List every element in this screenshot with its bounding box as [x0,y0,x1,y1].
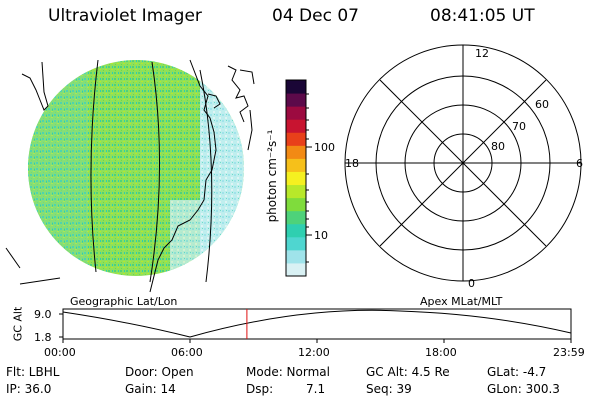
filter-status: Flt: LBHL [6,365,60,379]
gain-status: Gain: 14 [125,382,176,396]
colorbar-tick-100: 100 [314,141,335,154]
dsp-label: Dsp: [246,382,274,396]
colorbar-band [286,184,306,199]
colorbar-band [286,93,306,107]
colorbar-band [286,197,306,212]
glat-status: GLat: -4.7 [487,365,547,379]
colorbar-band [286,223,306,238]
xtick-0000: 00:00 [44,346,76,359]
mlat-label-60: 60 [535,98,549,111]
colorbar-band [286,80,306,94]
longitude-lines [90,59,213,283]
colorbar-band [286,158,306,172]
mlat-label-80: 80 [491,140,505,153]
colorbar [286,80,306,277]
uv-disk-image [28,60,244,276]
colorbar-band [286,106,306,120]
mlt-label-12: 12 [475,47,489,60]
date-label: 04 Dec 07 [272,6,359,26]
mlat-label-70: 70 [512,120,526,133]
mlt-label-6: 6 [576,157,583,170]
time-label: 08:41:05 UT [430,6,535,26]
instrument-title: Ultraviolet Imager [48,6,202,26]
coastlines [5,59,255,293]
colorbar-band [286,236,306,251]
xtick-1800: 18:00 [425,346,457,359]
colorbar-band [286,171,306,186]
seq-status: Seq: 39 [366,382,412,396]
polar-plot [344,44,582,282]
colorbar-tick-10: 10 [314,229,328,242]
apex-label: Apex MLat/MLT [420,295,503,308]
xtick-0600: 06:00 [171,346,203,359]
altitude-plot [59,308,572,343]
dsp-value: 7.1 [306,382,326,396]
colorbar-band [286,132,306,146]
xtick-2359: 23:59 [553,346,585,359]
colorbar-band [286,119,306,133]
ip-status: IP: 36.0 [6,382,52,396]
altitude-ytick-min: 1.8 [34,331,52,344]
altitude-ylabel: GC Alt [11,306,25,342]
gc-alt-status: GC Alt: 4.5 Re [366,365,450,379]
colorbar-band [286,210,306,225]
xtick-1200: 12:00 [298,346,330,359]
altitude-ytick-max: 9.0 [34,308,52,321]
glon-status: GLon: 300.3 [487,382,560,396]
geographic-label: Geographic Lat/Lon [70,295,178,308]
mode-status: Mode: Normal [246,365,330,379]
colorbar-band [286,145,306,159]
mlt-label-0: 0 [468,277,475,290]
colorbar-unit-label: photon cm⁻²s⁻¹ [265,129,279,223]
colorbar-band [286,249,306,264]
door-status: Door: Open [125,365,194,379]
colorbar-band [286,262,306,277]
mlt-label-18: 18 [345,157,359,170]
